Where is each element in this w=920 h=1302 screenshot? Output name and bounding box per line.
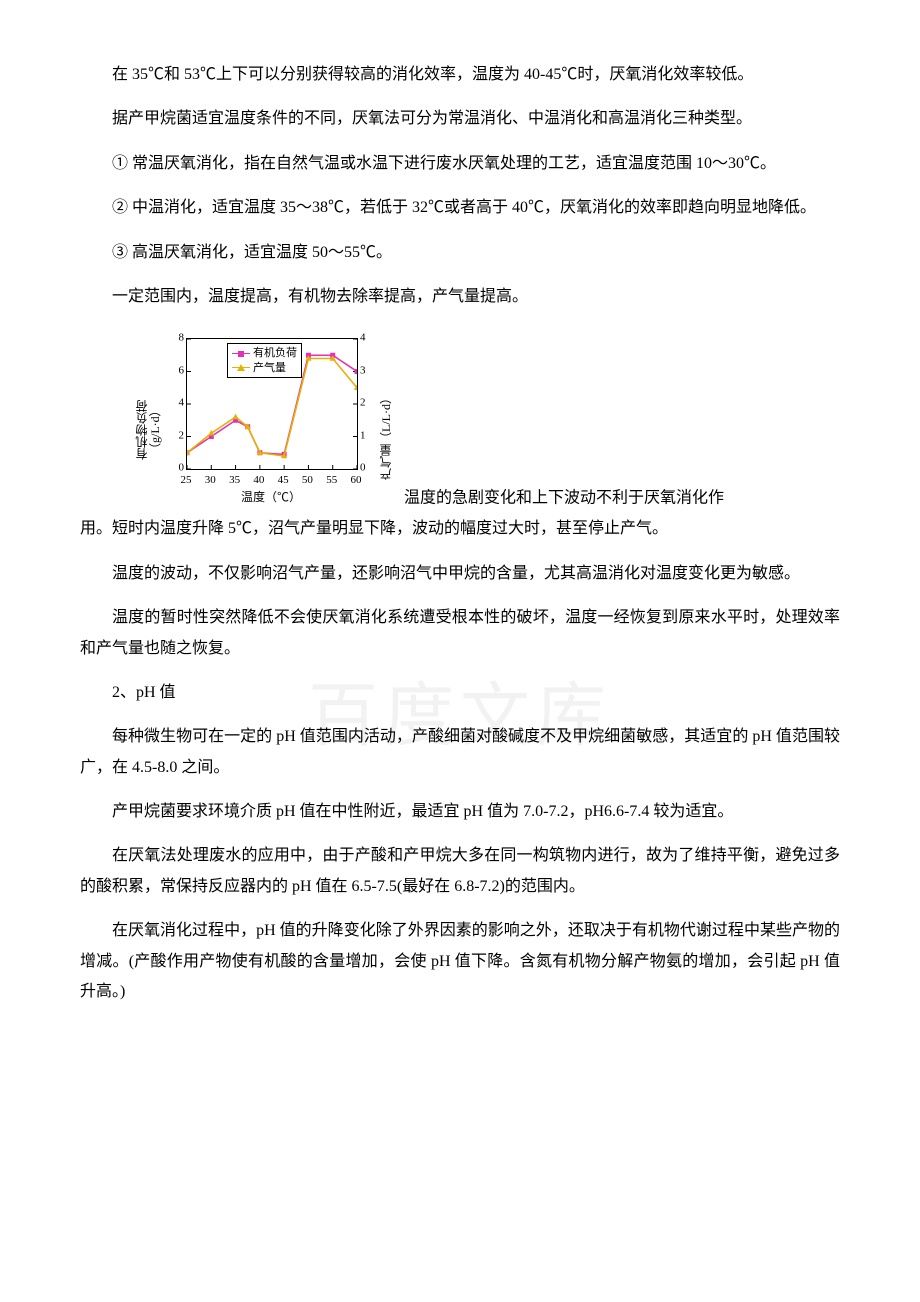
paragraph-inline: 温度的急剧变化和上下波动不利于厌氧消化作 (404, 490, 724, 507)
paragraph: 在厌氧法处理废水的应用中，由于产酸和产甲烷大多在同一构筑物内进行，故为了维持平衡… (80, 841, 840, 902)
y-axis-right-label: 产气量（L/L·d） (380, 392, 393, 480)
paragraph: 一定范围内，温度提高，有机物去除率提高，产气量提高。 (80, 282, 840, 312)
paragraph: 在 35℃和 53℃上下可以分别获得较高的消化效率，温度为 40-45℃时，厌氧… (80, 60, 840, 90)
y-axis-left-label: 有机物负荷 （g/L·d） (136, 400, 162, 460)
paragraph: 产甲烷菌要求环境介质 pH 值在中性附近，最适宜 pH 值为 7.0-7.2，p… (80, 797, 840, 827)
paragraph: ③ 高温厌氧消化，适宜温度 50～55℃。 (80, 238, 840, 268)
legend-label: 产气量 (253, 361, 286, 375)
x-axis-label: 温度（℃） (186, 486, 356, 509)
paragraph: 温度的暂时性突然降低不会使厌氧消化系统遭受根本性的破坏，温度一经恢复到原来水平时… (80, 603, 840, 664)
paragraph: 用。短时内温度升降 5℃，沼气产量明显下降，波动的幅度过大时，甚至停止产气。 (80, 514, 840, 544)
temperature-chart: 有机物负荷 （g/L·d） 产气量（L/L·d） 02468 01234 有机负… (140, 332, 400, 512)
plot-area: 有机负荷 产气量 (186, 338, 358, 470)
chart-legend: 有机负荷 产气量 (227, 343, 302, 378)
section-heading: 2、pH 值 (112, 678, 840, 708)
paragraph: ② 中温消化，适宜温度 35～38℃，若低于 32℃或者高于 40℃，厌氧消化的… (80, 193, 840, 223)
paragraph: 每种微生物可在一定的 pH 值范围内活动，产酸细菌对酸碱度不及甲烷细菌敏感，其适… (80, 722, 840, 783)
paragraph: 在厌氧消化过程中，pH 值的升降变化除了外界因素的影响之外，还取决于有机物代谢过… (80, 916, 840, 1007)
y-ticks-right: 01234 (360, 338, 374, 468)
y-ticks-left: 02468 (170, 338, 184, 468)
paragraph: 温度的波动，不仅影响沼气产量，还影响沼气中甲烷的含量，尤其高温消化对温度变化更为… (80, 559, 840, 589)
paragraph: 据产甲烷菌适宜温度条件的不同，厌氧法可分为常温消化、中温消化和高温消化三种类型。 (80, 104, 840, 134)
paragraph: ① 常温厌氧消化，指在自然气温或水温下进行废水厌氧处理的工艺，适宜温度范围 10… (80, 149, 840, 179)
legend-label: 有机负荷 (253, 346, 297, 360)
